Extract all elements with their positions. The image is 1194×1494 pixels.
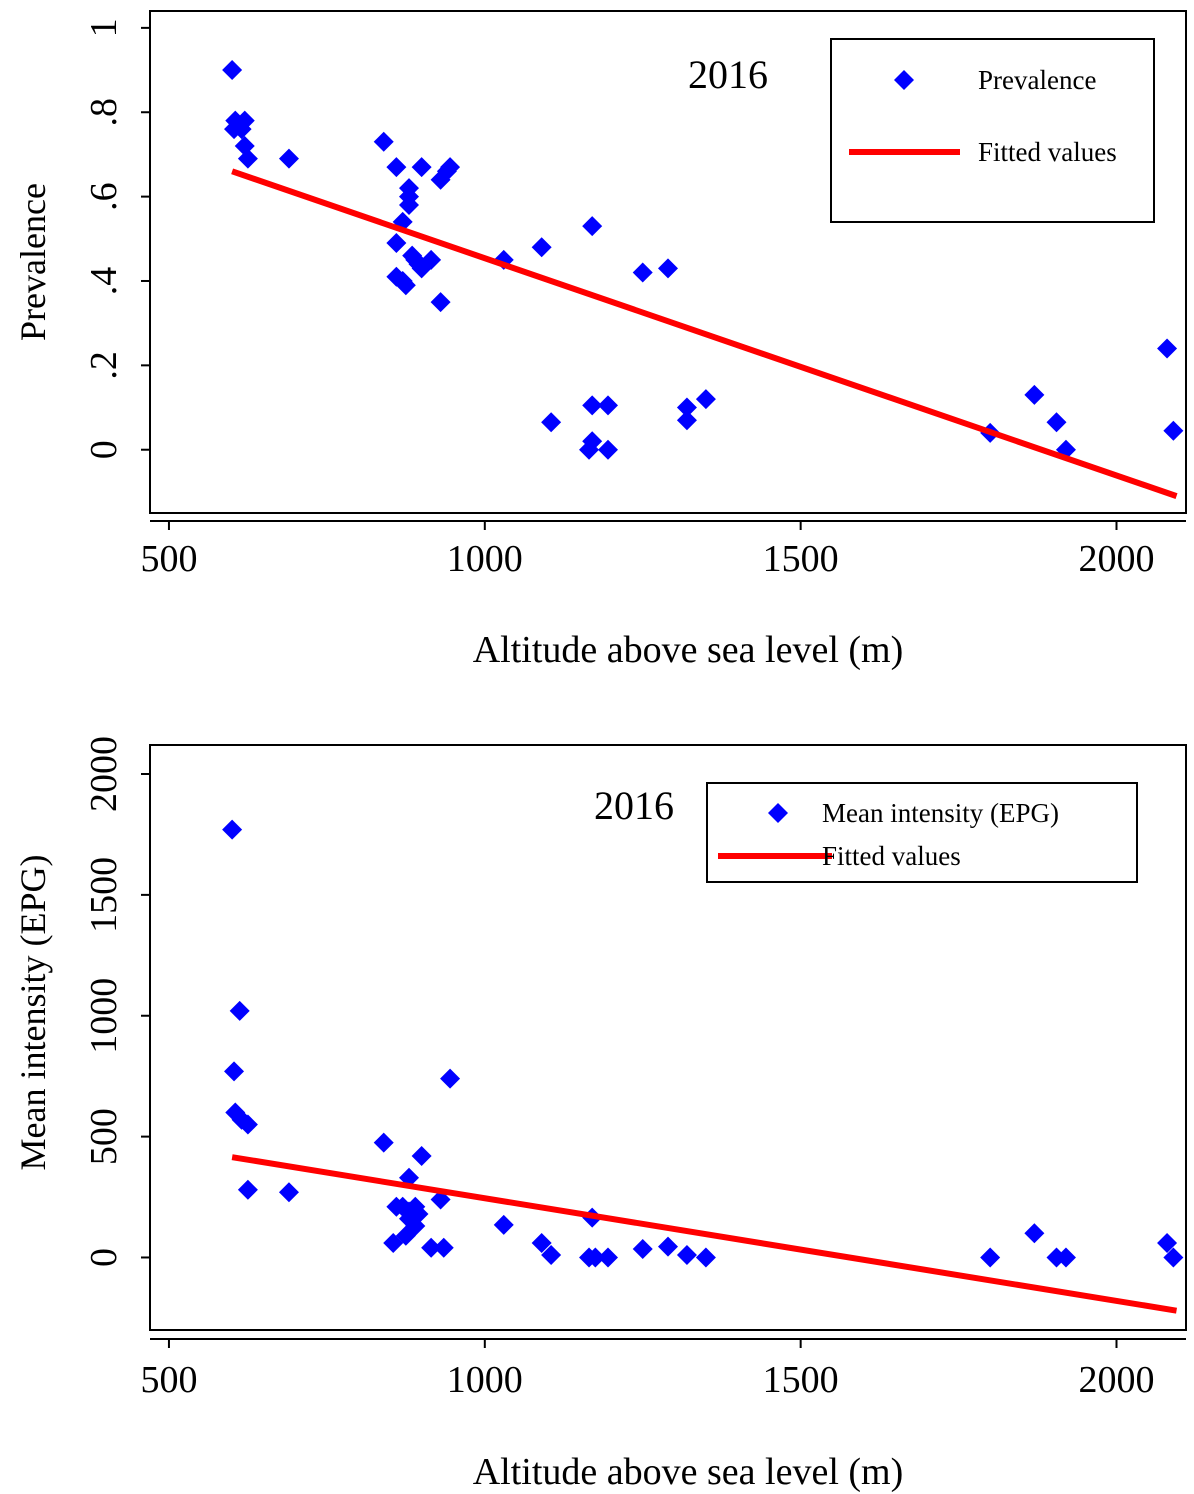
data-point xyxy=(658,258,678,279)
plot-frame xyxy=(149,744,1187,1331)
y-axis-label: Mean intensity (EPG) xyxy=(13,855,53,1171)
data-point xyxy=(405,1216,426,1237)
legend-marker-symbol xyxy=(768,803,788,823)
y-tick-label: .8 xyxy=(83,98,125,127)
data-point xyxy=(541,1245,562,1266)
data-point xyxy=(531,1232,552,1253)
x-tick-label: 1000 xyxy=(447,1359,523,1401)
y-tick-label: 0 xyxy=(83,1248,125,1267)
data-point xyxy=(237,1114,258,1135)
legend-box xyxy=(706,782,1138,883)
data-point xyxy=(430,292,451,313)
data-point xyxy=(632,262,653,283)
data-point xyxy=(1024,384,1045,405)
data-point xyxy=(440,1068,461,1089)
data-point xyxy=(386,157,407,178)
data-point xyxy=(582,216,603,237)
data-point xyxy=(386,233,407,254)
data-point xyxy=(695,1247,716,1268)
x-axis-label: Altitude above sea level (m) xyxy=(473,629,904,671)
data-point xyxy=(695,389,716,410)
data-point xyxy=(1163,1247,1184,1268)
data-point xyxy=(237,148,258,169)
legend-label: Fitted values xyxy=(822,841,961,871)
data-point xyxy=(421,1237,442,1258)
data-point xyxy=(411,157,432,178)
data-point xyxy=(440,157,461,178)
data-point xyxy=(234,110,255,131)
y-tick-label: 0 xyxy=(83,440,125,459)
chart-1: 500 1000 1500 2000 0 .2 .4 .6 .8 1 Altitude above … xyxy=(13,10,1187,671)
data-point xyxy=(237,1179,258,1200)
data-point xyxy=(632,1239,653,1260)
y-tick-label: 2000 xyxy=(83,736,125,812)
data-point xyxy=(531,237,552,258)
data-point xyxy=(1055,1247,1076,1268)
legend-box xyxy=(830,38,1155,223)
data-point xyxy=(597,1247,618,1268)
legend-label: Prevalence xyxy=(978,65,1096,95)
data-point xyxy=(421,249,442,270)
data-point xyxy=(597,395,618,416)
data-point xyxy=(229,1000,250,1021)
data-point xyxy=(433,1237,454,1258)
chart-title: 2016 xyxy=(688,52,768,97)
y-tick-label: 1 xyxy=(83,18,125,37)
legend: Prevalence Fitted values xyxy=(830,38,1155,223)
data-point xyxy=(658,1236,678,1257)
data-point xyxy=(224,1061,245,1082)
x-tick-label: 1000 xyxy=(447,538,523,580)
x-tick-label: 1500 xyxy=(763,1359,839,1401)
data-point xyxy=(222,60,243,81)
x-tick-label: 2000 xyxy=(1079,1359,1155,1401)
y-axis-label: Prevalence xyxy=(13,183,53,341)
x-tick-label: 500 xyxy=(140,538,197,580)
y-tick-label: .4 xyxy=(83,267,125,296)
fitted-line xyxy=(231,168,1178,499)
y-tick-label: 1500 xyxy=(83,857,125,933)
data-point xyxy=(676,1245,697,1266)
x-tick-label: 1500 xyxy=(763,538,839,580)
data-point xyxy=(1157,338,1178,359)
legend: Mean intensity (EPG) Fitted values xyxy=(706,782,1138,883)
y-tick-label: 1000 xyxy=(83,978,125,1054)
data-point xyxy=(1157,1232,1178,1253)
data-point xyxy=(278,148,299,169)
y-tick-label: .2 xyxy=(83,351,125,380)
data-point xyxy=(395,275,416,296)
data-point xyxy=(579,439,600,460)
chart-2: 500 1000 1500 2000 0 500 1000 1500 2000 Altitude … xyxy=(13,736,1187,1493)
chart-title: 2016 xyxy=(594,783,674,828)
data-point xyxy=(399,195,419,216)
data-point xyxy=(585,1247,606,1268)
data-point xyxy=(676,410,697,431)
legend-marker-symbol xyxy=(894,70,914,90)
data-point xyxy=(597,439,618,460)
plot-frame xyxy=(149,10,1187,514)
x-axis-label: Altitude above sea level (m) xyxy=(473,1451,904,1493)
data-point xyxy=(373,1132,394,1153)
fitted-line xyxy=(231,1154,1178,1314)
data-point xyxy=(1046,412,1067,433)
data-point xyxy=(411,1145,432,1166)
legend-label: Mean intensity (EPG) xyxy=(822,798,1059,828)
data-point xyxy=(493,1214,514,1235)
data-point xyxy=(980,1247,1001,1268)
data-point xyxy=(541,412,562,433)
data-point xyxy=(373,131,394,152)
data-point xyxy=(1163,420,1184,441)
data-point xyxy=(278,1182,299,1203)
x-tick-label: 2000 xyxy=(1079,538,1155,580)
x-tick-label: 500 xyxy=(140,1359,197,1401)
data-point xyxy=(582,395,603,416)
data-point xyxy=(1024,1223,1045,1244)
legend-label: Fitted values xyxy=(978,137,1117,167)
data-point xyxy=(222,819,243,840)
y-tick-label: .6 xyxy=(83,182,125,211)
data-point xyxy=(676,397,697,418)
y-tick-label: 500 xyxy=(83,1108,125,1165)
